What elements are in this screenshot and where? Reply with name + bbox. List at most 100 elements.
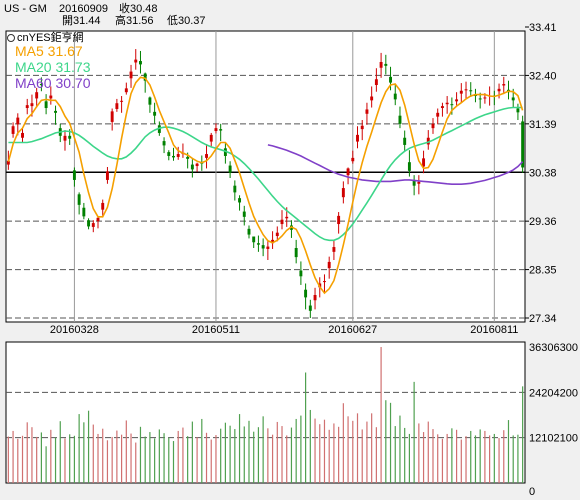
candle-body — [403, 137, 407, 145]
close-price-label: 收30.48 — [119, 3, 158, 15]
candle-body — [139, 61, 142, 65]
candle-body — [261, 245, 265, 249]
candle-body — [308, 305, 312, 311]
ma60-line — [267, 144, 524, 185]
candle-body — [256, 243, 260, 245]
candle-body — [16, 117, 20, 125]
candle-body — [223, 148, 227, 156]
candle-body — [21, 132, 24, 138]
candle-body — [134, 59, 138, 63]
candle-body — [238, 198, 242, 203]
candle-body — [153, 111, 157, 116]
price-gridlines — [6, 74, 525, 319]
price-tick-label: 29.36 — [529, 216, 557, 228]
candle-body — [190, 164, 194, 170]
candle-body — [370, 96, 374, 101]
candle-body — [219, 129, 223, 131]
candle-body — [252, 236, 256, 243]
date-tick-label: 20160511 — [192, 324, 240, 336]
candle-body — [313, 294, 317, 301]
ma5-legend: MA5 31.67 — [15, 43, 83, 59]
candle-body — [516, 108, 520, 113]
volume-gridlines — [6, 391, 525, 439]
price-tick-label: 31.39 — [529, 119, 557, 131]
candle-body — [280, 219, 284, 225]
low-price-label: 低30.37 — [167, 15, 206, 27]
candle-body — [294, 248, 298, 258]
copyright-icon — [7, 34, 15, 42]
candle-body — [436, 112, 440, 117]
candle-body — [6, 160, 10, 165]
candle-body — [440, 106, 444, 109]
candle-body — [426, 137, 430, 145]
candle-body — [68, 135, 72, 139]
candle-body — [389, 76, 392, 83]
candle-body — [337, 215, 341, 225]
candle-body — [162, 141, 166, 146]
candle-body — [87, 220, 91, 227]
candle-body — [44, 101, 48, 109]
candle-body — [351, 157, 355, 162]
volume-bars — [7, 347, 524, 483]
candle-body — [431, 123, 435, 129]
candle-body — [49, 95, 53, 99]
candle-body — [233, 185, 237, 193]
date-tick-label: 20160627 — [328, 324, 377, 336]
candle-body — [101, 202, 105, 210]
volume-tick-label: 36306300 — [529, 342, 578, 354]
legend: cnYES鉅亨網 MA5 31.67 MA20 31.73 MA60 30.70 — [7, 30, 91, 91]
volume-tick-label: 24204200 — [529, 387, 578, 399]
candle-body — [77, 194, 81, 205]
candle-body — [209, 134, 213, 142]
candle-body — [299, 270, 303, 277]
ma20-legend: MA20 31.73 — [15, 59, 91, 75]
candle-body — [129, 71, 133, 79]
price-tick-label: 32.40 — [529, 70, 557, 82]
candle-body — [327, 261, 331, 269]
candle-body — [445, 102, 449, 105]
price-tick-label: 30.38 — [529, 167, 557, 179]
candle-body — [35, 92, 39, 99]
candle-body — [422, 158, 426, 167]
volume-axis: 36306300 24204200 12102100 0 — [529, 342, 578, 498]
candle-body — [459, 90, 463, 94]
candle-body — [483, 97, 487, 99]
cnyes-logo-text: cnYES鉅亨網 — [17, 30, 84, 44]
ma5-line — [7, 76, 524, 295]
candle-body — [346, 168, 350, 176]
candle-body — [120, 100, 124, 102]
candle-body — [54, 110, 58, 113]
candle-body — [72, 170, 76, 180]
candle-body — [332, 247, 336, 252]
candle-body — [450, 104, 454, 106]
symbol-label: US - GM — [4, 3, 47, 15]
candle-body — [393, 93, 397, 100]
candle-body — [341, 188, 345, 198]
date-tick-label: 20160811 — [470, 324, 518, 336]
candle-body — [205, 154, 208, 158]
candle-body — [39, 84, 43, 86]
candle-body — [148, 97, 152, 105]
candle-body — [242, 211, 246, 217]
price-tick-label: 27.34 — [529, 313, 557, 325]
candle-body — [407, 162, 411, 171]
candle-body — [497, 88, 501, 92]
candle-body — [143, 73, 147, 81]
volume-tick-label: 12102100 — [529, 433, 578, 445]
date-tick-label: 20160328 — [50, 324, 99, 336]
candle-body — [247, 228, 251, 235]
volume-panel-frame — [5, 341, 526, 484]
candle-body — [379, 61, 383, 68]
ma20-line — [8, 106, 523, 242]
candle-body — [228, 165, 232, 173]
date-label: 20160909 — [59, 3, 108, 15]
candle-body — [455, 99, 459, 102]
candle-body — [360, 125, 364, 130]
candle-body — [478, 98, 482, 100]
candle-body — [271, 239, 275, 244]
price-panel-frame — [5, 30, 526, 323]
candle-body — [511, 97, 515, 101]
candle-body — [285, 216, 289, 219]
